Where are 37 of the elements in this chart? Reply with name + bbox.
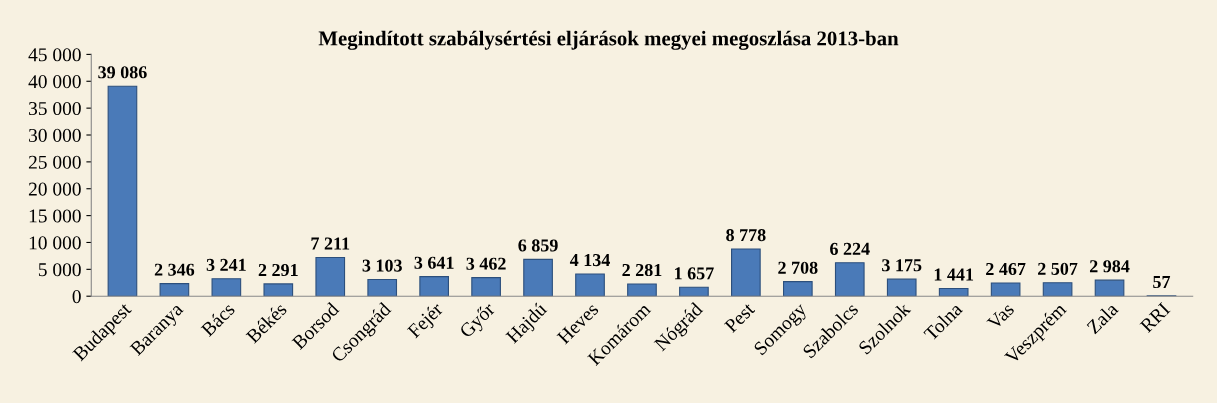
data-label: 39 086	[98, 66, 147, 79]
data-label: 6 224	[830, 242, 870, 255]
y-tick-label: 10 000	[29, 236, 81, 250]
data-label: 3 462	[466, 257, 506, 270]
data-label: 1 441	[934, 268, 974, 281]
y-tick-label: 30 000	[29, 128, 81, 142]
data-label: 57	[1153, 276, 1171, 289]
y-tick-label: 35 000	[29, 101, 81, 116]
data-label: 8 778	[726, 229, 766, 242]
chart-title: Megindított szabálysértési eljárások megyei megoszlása 2013-ban	[318, 30, 899, 50]
y-tick-label: 45 000	[28, 48, 81, 62]
data-label: 2 346	[154, 263, 195, 276]
data-label: 1 657	[675, 267, 714, 280]
data-label: 3 103	[362, 259, 402, 272]
x-tick-label: Pest	[723, 301, 756, 334]
y-tick-label: 25 000	[28, 155, 81, 169]
data-label: 2 507	[1038, 262, 1078, 275]
data-label: 3 241	[206, 258, 246, 271]
y-tick-label: 0	[72, 290, 81, 304]
x-tick-label: Zala	[1085, 301, 1120, 335]
y-tick-label: 15 000	[29, 209, 81, 223]
data-label: 3 641	[414, 256, 454, 269]
y-tick-label: 40 000	[28, 75, 81, 89]
x-tick-label: Bács	[200, 301, 236, 338]
data-label: 2 291	[258, 263, 298, 277]
y-tick-label: 5 000	[38, 263, 81, 277]
data-label: 6 859	[518, 239, 558, 252]
data-label: 3 175	[882, 259, 922, 272]
x-tick-label: Győr	[458, 301, 499, 342]
data-label: 2 467	[986, 262, 1026, 276]
data-label: 2 281	[622, 263, 662, 277]
x-tick-label: RRI	[1139, 302, 1171, 334]
data-label: 2 984	[1089, 260, 1130, 273]
y-tick-label: 20 000	[28, 182, 81, 196]
data-label: 7 211	[311, 237, 350, 250]
data-label: 2 708	[778, 261, 818, 274]
data-label: 4 134	[569, 254, 610, 267]
